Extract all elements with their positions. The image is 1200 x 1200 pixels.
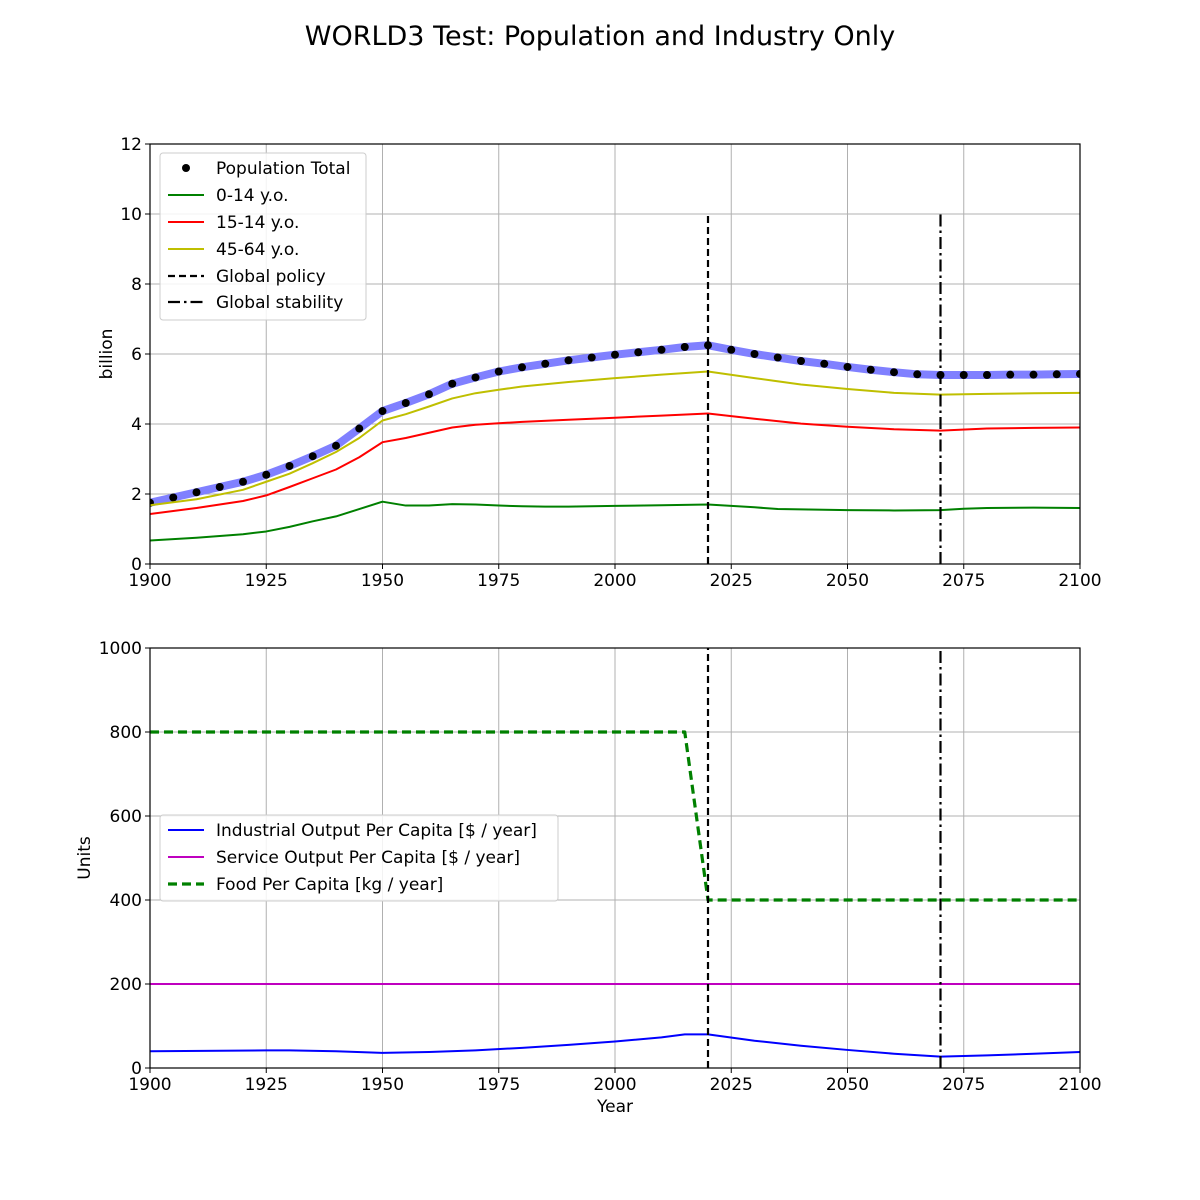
legend-label: Population Total (216, 159, 350, 179)
population-point (913, 370, 922, 379)
series-line-2 (150, 412, 1080, 515)
population-point (378, 407, 387, 416)
population-point (1052, 370, 1061, 379)
x-tick-label: 1950 (361, 1075, 404, 1095)
population-point (657, 345, 666, 354)
x-tick-label: 1950 (361, 571, 404, 591)
legend-label: 0-14 y.o. (216, 186, 289, 206)
x-tick-label: 1925 (245, 571, 288, 591)
population-point (1029, 370, 1038, 379)
population-point (425, 390, 433, 399)
population-point (564, 356, 573, 365)
legend-label: 45-64 y.o. (216, 240, 299, 260)
y-tick-label: 6 (131, 345, 142, 365)
figure-title: WORLD3 Test: Population and Industry Onl… (305, 21, 895, 52)
population-point (611, 350, 619, 359)
population-point (262, 470, 271, 479)
population-point (750, 350, 759, 358)
y-tick-label: 600 (110, 807, 142, 827)
legend-label: Food Per Capita [kg / year] (216, 875, 443, 895)
series-line-0 (150, 1033, 1080, 1058)
x-tick-label: 1900 (128, 1075, 171, 1095)
population-point (401, 399, 410, 407)
population-point (1006, 370, 1015, 379)
population-point (541, 359, 550, 368)
output-chart: 1900 1925 1950 1975 2000 2025 2050 2075 2100 0 200… (75, 639, 1102, 1117)
population-point (680, 343, 689, 351)
x-tick-label: 2000 (593, 571, 636, 591)
series-line-3 (150, 370, 1080, 507)
y-tick-label: 800 (110, 723, 142, 743)
y-tick-label: 8 (131, 275, 142, 295)
legend-marker-dot (182, 164, 190, 172)
y-tick-label: 10 (120, 205, 142, 225)
population-point (704, 341, 712, 350)
x-tick-label: 2025 (710, 1075, 753, 1095)
y-tick-label: 0 (131, 555, 142, 575)
population-point (355, 424, 364, 433)
population-point (332, 441, 340, 450)
plot-area (150, 214, 1080, 564)
series-line-2 (150, 730, 1080, 902)
population-point (773, 353, 782, 362)
x-tick-label: 1900 (128, 571, 171, 591)
legend-label: Global policy (216, 267, 326, 287)
series-line-1 (150, 500, 1080, 542)
y-axis-label: billion (97, 329, 117, 380)
population-point (959, 371, 968, 379)
legend-label: Industrial Output Per Capita [$ / year] (216, 821, 537, 841)
y-tick-label: 200 (110, 975, 142, 995)
x-tick-label: 2025 (710, 571, 753, 591)
y-tick-label: 400 (110, 891, 142, 911)
legend-label: 15-14 y.o. (216, 213, 299, 233)
population-point (820, 359, 829, 368)
x-tick-label: 2050 (826, 571, 869, 591)
y-tick-label: 12 (120, 135, 142, 155)
plot-area (150, 648, 1080, 1068)
population-point (169, 493, 178, 502)
population-point (285, 462, 294, 470)
x-tick-label: 2050 (826, 1075, 869, 1095)
population-point (797, 357, 805, 365)
x-tick-label: 2100 (1058, 571, 1101, 591)
y-axis-label: Units (75, 836, 95, 880)
population-point (239, 477, 247, 486)
legend-frame (159, 152, 367, 321)
population-point (1076, 369, 1080, 378)
y-tick-label: 1000 (99, 639, 142, 659)
population-point (983, 371, 991, 379)
x-tick-label: 1925 (245, 1075, 288, 1095)
legend-label: Global stability (216, 293, 343, 313)
population-point (448, 379, 457, 388)
legend-label: Service Output Per Capita [$ / year] (216, 848, 520, 868)
x-tick-label: 2075 (942, 1075, 985, 1095)
x-tick-label: 2000 (593, 1075, 636, 1095)
population-point (866, 365, 875, 374)
x-tick-label: 1975 (477, 1075, 520, 1095)
legend: Population Total 0-14 y.o. 15-14 y.o. 45-64… (159, 152, 367, 321)
population-point (634, 348, 643, 357)
x-tick-label: 2100 (1058, 1075, 1101, 1095)
population-point (843, 362, 852, 371)
x-tick-label: 1975 (477, 571, 520, 591)
population-point (587, 353, 596, 362)
legend-frame (159, 814, 559, 902)
legend: Industrial Output Per Capita [$ / year] S… (159, 814, 559, 902)
x-tick-label: 2075 (942, 571, 985, 591)
x-axis-label: Year (596, 1097, 633, 1117)
population-point (308, 452, 317, 461)
population-point (215, 483, 224, 491)
population-point (494, 367, 503, 376)
population-point (727, 345, 736, 354)
y-tick-label: 2 (131, 485, 142, 505)
population-point (890, 368, 898, 377)
y-tick-label: 0 (131, 1059, 142, 1079)
population-point (192, 488, 201, 497)
population-point (471, 373, 480, 382)
population-point (518, 363, 526, 372)
population-chart: 1900 1925 1950 1975 2000 2025 2050 2075 2100 0 2 4 6… (97, 135, 1102, 591)
y-tick-label: 4 (131, 415, 142, 435)
